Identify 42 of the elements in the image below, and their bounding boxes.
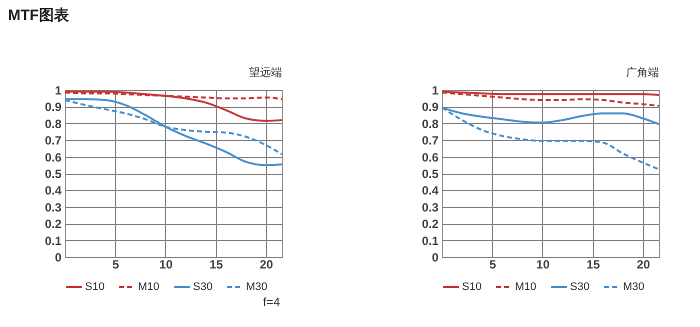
y-tick-label: 0.3 bbox=[44, 200, 62, 214]
legend-label: S10 bbox=[85, 281, 105, 293]
x-tick-label: 20 bbox=[636, 258, 650, 272]
y-tick-label: 0.6 bbox=[44, 150, 62, 164]
y-tick-label: 0.8 bbox=[422, 116, 439, 131]
legend-label: M30 bbox=[246, 281, 268, 293]
y-tick-label: 0.9 bbox=[44, 100, 62, 114]
y-tick-label: 0.9 bbox=[422, 100, 439, 114]
legend-label: M30 bbox=[623, 281, 644, 293]
legend-label: S30 bbox=[570, 281, 590, 293]
x-tick-label: 15 bbox=[210, 258, 224, 272]
y-tick-label: 0.1 bbox=[422, 234, 439, 248]
y-tick-label: 0.2 bbox=[422, 217, 439, 232]
y-tick-label: 1 bbox=[432, 84, 439, 98]
y-tick-label: 0.4 bbox=[422, 184, 439, 198]
x-tick-label: 5 bbox=[489, 258, 496, 272]
legend-label: S10 bbox=[462, 281, 482, 293]
y-tick-label: 0 bbox=[432, 250, 439, 264]
y-tick-label: 0 bbox=[54, 250, 62, 264]
y-tick-label: 0.7 bbox=[44, 134, 62, 148]
y-tick-label: 0.1 bbox=[44, 234, 62, 248]
chart-title: MTF图表 bbox=[8, 6, 69, 25]
y-tick-label: 0.3 bbox=[422, 200, 439, 214]
y-tick-label: 1 bbox=[54, 84, 62, 98]
y-tick-label: 0.4 bbox=[44, 184, 62, 198]
chart-subtitle: 广角端 bbox=[626, 66, 659, 79]
text: f=4 bbox=[262, 295, 280, 309]
x-tick-label: 15 bbox=[586, 258, 600, 272]
legend-label: M10 bbox=[515, 281, 536, 293]
x-tick-label: 5 bbox=[112, 258, 120, 272]
x-tick-label: 20 bbox=[260, 258, 274, 272]
y-tick-label: 0.7 bbox=[422, 134, 439, 148]
y-tick-label: 0.5 bbox=[422, 167, 439, 181]
legend-label: M10 bbox=[138, 281, 160, 293]
x-tick-label: 10 bbox=[536, 258, 550, 272]
y-tick-label: 0.5 bbox=[44, 167, 62, 181]
y-tick-label: 0.8 bbox=[44, 116, 62, 131]
y-tick-label: 0.6 bbox=[422, 150, 439, 164]
legend-label: S30 bbox=[193, 281, 213, 293]
x-tick-label: 10 bbox=[159, 258, 173, 272]
y-tick-label: 0.2 bbox=[44, 217, 62, 232]
chart-subtitle: 望远端 bbox=[249, 66, 282, 79]
